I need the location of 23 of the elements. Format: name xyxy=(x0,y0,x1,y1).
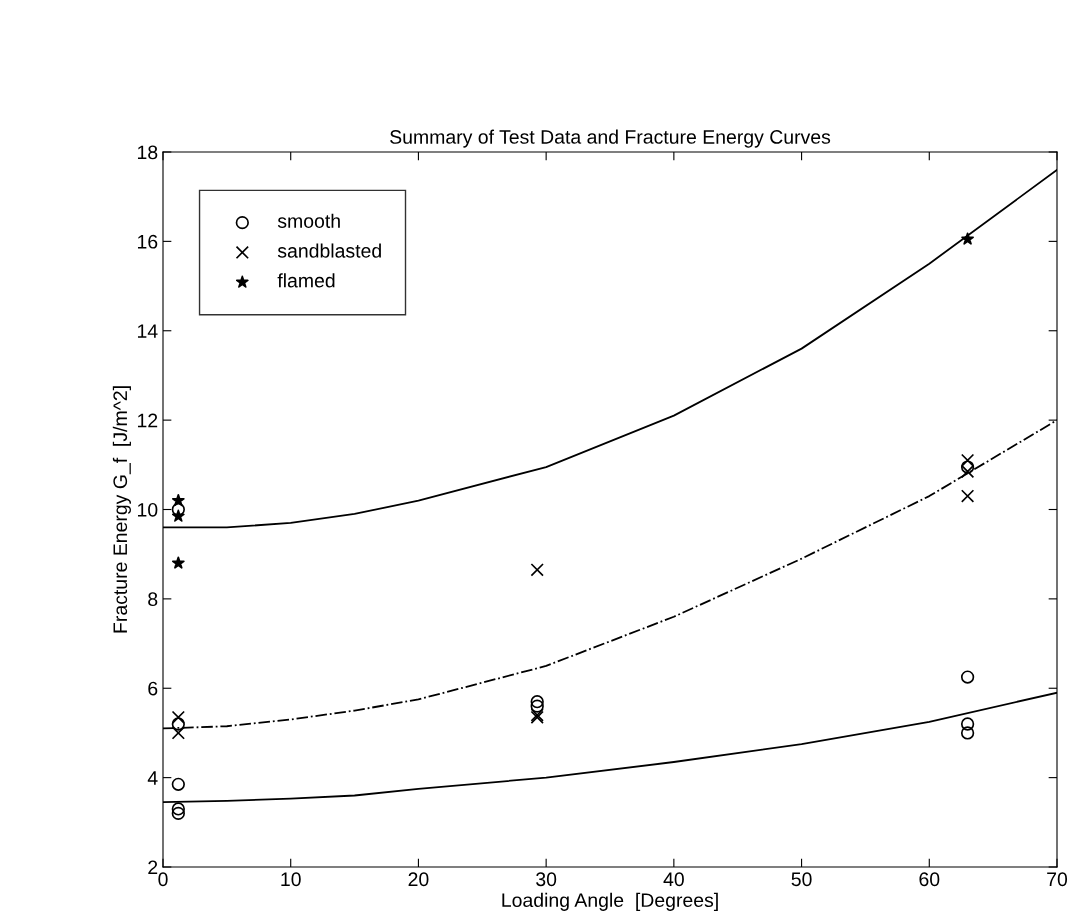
legend-label: sandblasted xyxy=(277,243,381,258)
x-axis-title: Loading Angle [Degrees] xyxy=(502,892,718,911)
y-tick-label: 18 xyxy=(138,145,158,160)
y-tick-label: 14 xyxy=(138,324,158,338)
x-tick-label: 50 xyxy=(791,872,812,887)
y-tick-label: 4 xyxy=(147,771,158,785)
x-tick-label: 20 xyxy=(408,872,429,887)
chart-title: Summary of Test Data and Fracture Energy Curves xyxy=(390,129,831,148)
y-tick-label: 8 xyxy=(148,592,158,607)
legend-label: smooth xyxy=(277,213,340,228)
x-tick-label: 30 xyxy=(536,872,557,887)
y-tick-label: 16 xyxy=(138,234,158,249)
x-tick-label: 70 xyxy=(1047,872,1068,887)
y-tick-label: 12 xyxy=(138,413,158,428)
x-tick-label: 60 xyxy=(919,872,940,887)
x-tick-label: 40 xyxy=(663,872,684,887)
x-tick-label: 0 xyxy=(158,872,168,887)
x-tick-label: 10 xyxy=(281,872,301,887)
legend-label: flamed xyxy=(277,273,335,288)
y-tick-label: 6 xyxy=(148,681,158,696)
y-tick-label: 2 xyxy=(148,860,158,875)
y-axis-title: Fracture Energy G_f [J/m^2] xyxy=(112,386,131,633)
y-tick-label: 10 xyxy=(138,502,158,517)
